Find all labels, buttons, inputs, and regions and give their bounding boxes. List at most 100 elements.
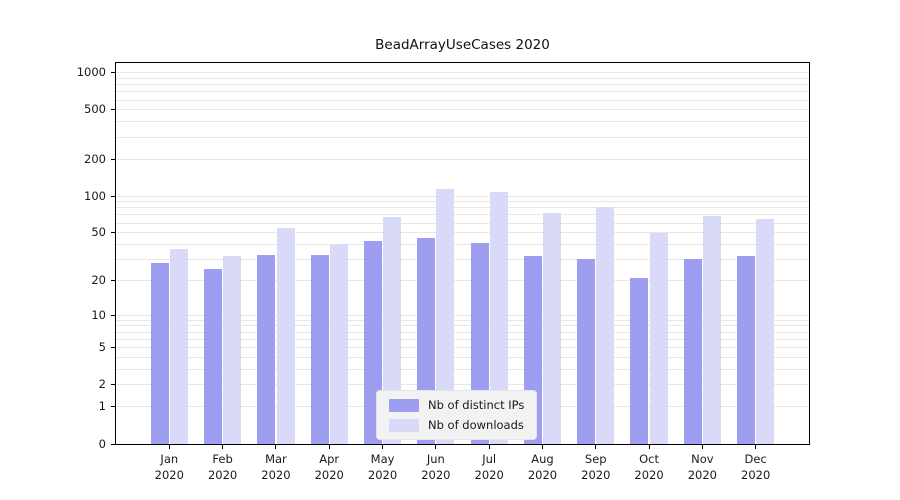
bar-downloads bbox=[702, 215, 721, 444]
x-label-month: May bbox=[370, 452, 395, 466]
gridline bbox=[116, 258, 809, 260]
x-label-year: 2020 bbox=[474, 468, 504, 482]
bar-downloads bbox=[329, 244, 348, 444]
x-tick-mark bbox=[275, 445, 277, 449]
gridline bbox=[116, 314, 809, 316]
x-tick-mark bbox=[435, 445, 437, 449]
x-tick-mark bbox=[755, 445, 757, 449]
gridline bbox=[116, 232, 809, 234]
bar-distinct-ips bbox=[577, 259, 596, 444]
gridline bbox=[116, 384, 809, 386]
x-tick-label: Apr 2020 bbox=[294, 451, 364, 483]
y-tick-mark bbox=[111, 279, 115, 281]
plot-area bbox=[115, 62, 810, 445]
x-tick-label: Nov 2020 bbox=[667, 451, 737, 483]
bar-downloads bbox=[276, 227, 295, 444]
x-label-year: 2020 bbox=[154, 468, 184, 482]
x-tick-mark bbox=[382, 445, 384, 449]
y-tick-mark bbox=[111, 232, 115, 234]
y-tick-mark bbox=[111, 72, 115, 74]
bar-distinct-ips bbox=[257, 254, 276, 444]
x-tick-label: Aug 2020 bbox=[507, 451, 577, 483]
legend-swatch-distinct-ips bbox=[389, 398, 419, 412]
x-tick-mark bbox=[328, 445, 330, 449]
gridline bbox=[116, 347, 809, 349]
y-tick-mark bbox=[111, 347, 115, 349]
gridline bbox=[116, 369, 809, 370]
gridline bbox=[116, 214, 809, 216]
gridline bbox=[116, 158, 809, 160]
x-tick-label: Mar 2020 bbox=[241, 451, 311, 483]
gridline bbox=[116, 91, 809, 93]
y-tick-label: 100 bbox=[84, 188, 106, 203]
bar-downloads bbox=[223, 256, 242, 444]
gridline bbox=[116, 121, 809, 123]
gridline bbox=[116, 279, 809, 281]
x-label-month: Sep bbox=[584, 452, 607, 466]
gridline bbox=[116, 72, 809, 74]
y-tick-label: 1000 bbox=[76, 65, 106, 80]
gridline bbox=[116, 84, 809, 86]
x-tick-label: Jan 2020 bbox=[134, 451, 204, 483]
y-tick-label: 0 bbox=[98, 436, 106, 451]
y-tick-mark bbox=[111, 406, 115, 408]
y-tick-label: 5 bbox=[98, 340, 106, 355]
y-tick-label: 10 bbox=[91, 307, 106, 322]
y-tick-mark bbox=[111, 109, 115, 111]
gridline bbox=[116, 325, 809, 327]
x-tick-label: Jul 2020 bbox=[454, 451, 524, 483]
x-tick-mark bbox=[701, 445, 703, 449]
y-tick-label: 50 bbox=[91, 225, 106, 240]
legend-item-distinct-ips: Nb of distinct IPs bbox=[389, 397, 524, 413]
x-label-year: 2020 bbox=[421, 468, 451, 482]
x-label-month: Jan bbox=[160, 452, 179, 466]
gridline bbox=[116, 201, 809, 203]
gridline bbox=[116, 136, 809, 138]
x-tick-mark bbox=[595, 445, 597, 449]
bar-distinct-ips bbox=[683, 259, 702, 444]
legend-item-downloads: Nb of downloads bbox=[389, 417, 524, 433]
x-tick-mark bbox=[488, 445, 490, 449]
gridline bbox=[116, 319, 809, 321]
x-label-year: 2020 bbox=[527, 468, 558, 482]
y-tick-mark bbox=[111, 158, 115, 160]
y-tick-mark bbox=[111, 443, 115, 445]
chart-legend: Nb of distinct IPs Nb of downloads bbox=[376, 390, 538, 440]
x-tick-label: May 2020 bbox=[348, 451, 418, 483]
x-label-year: 2020 bbox=[207, 468, 238, 482]
bar-distinct-ips bbox=[310, 254, 329, 444]
x-tick-mark bbox=[222, 445, 224, 449]
legend-swatch-downloads bbox=[389, 418, 419, 432]
gridline bbox=[116, 195, 809, 197]
x-label-month: Apr bbox=[319, 452, 340, 466]
gridline bbox=[116, 338, 809, 340]
x-tick-label: Feb 2020 bbox=[188, 451, 258, 483]
x-tick-label: Oct 2020 bbox=[614, 451, 684, 483]
x-label-year: 2020 bbox=[367, 468, 398, 482]
x-tick-mark bbox=[648, 445, 650, 449]
bar-distinct-ips bbox=[150, 263, 169, 444]
bar-distinct-ips bbox=[204, 268, 222, 444]
y-tick-label: 500 bbox=[84, 102, 106, 117]
gridline bbox=[116, 331, 809, 333]
x-label-month: Jul bbox=[482, 452, 497, 466]
y-tick-mark bbox=[111, 195, 115, 197]
y-tick-label: 1 bbox=[98, 399, 106, 414]
x-label-year: 2020 bbox=[687, 468, 718, 482]
x-label-month: Nov bbox=[691, 452, 714, 466]
x-label-year: 2020 bbox=[741, 468, 771, 482]
x-label-month: Dec bbox=[744, 452, 767, 466]
gridline bbox=[116, 109, 809, 111]
chart-title: BeadArrayUseCases 2020 bbox=[375, 37, 550, 53]
y-tick-label: 2 bbox=[98, 377, 106, 392]
x-label-month: Jun bbox=[426, 452, 445, 466]
gridline bbox=[116, 207, 809, 209]
x-label-month: Oct bbox=[639, 452, 659, 466]
bar-distinct-ips bbox=[737, 256, 756, 444]
gridline bbox=[116, 77, 809, 79]
x-tick-mark bbox=[541, 445, 543, 449]
y-tick-label: 20 bbox=[91, 272, 106, 287]
x-tick-label: Dec 2020 bbox=[721, 451, 791, 483]
x-tick-label: Jun 2020 bbox=[401, 451, 471, 483]
bar-downloads bbox=[383, 217, 402, 444]
